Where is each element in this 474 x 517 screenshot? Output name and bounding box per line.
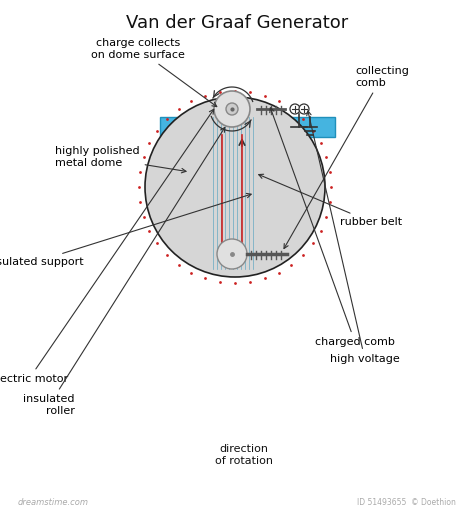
Circle shape — [290, 104, 300, 114]
Text: ID 51493655  © Doethion: ID 51493655 © Doethion — [357, 498, 456, 507]
Bar — [209, 117, 255, 269]
Text: highly polished
metal dome: highly polished metal dome — [55, 146, 186, 173]
Circle shape — [226, 103, 238, 115]
Circle shape — [299, 104, 309, 114]
Text: dreamstime.com: dreamstime.com — [18, 498, 89, 507]
Text: charge collects
on dome surface: charge collects on dome surface — [91, 38, 217, 107]
Text: direction
of rotation: direction of rotation — [215, 444, 273, 466]
Circle shape — [145, 97, 325, 277]
Text: high voltage: high voltage — [307, 111, 400, 364]
Text: insulated support: insulated support — [0, 193, 251, 267]
Circle shape — [217, 239, 247, 269]
Circle shape — [214, 91, 250, 127]
Text: electric motor: electric motor — [0, 109, 214, 384]
Text: charged comb: charged comb — [270, 108, 395, 347]
Text: collecting
comb: collecting comb — [284, 66, 409, 249]
Text: rubber belt: rubber belt — [259, 174, 402, 227]
Bar — [160, 117, 335, 137]
Text: insulated
roller: insulated roller — [24, 127, 225, 416]
Text: Van der Graaf Generator: Van der Graaf Generator — [126, 14, 348, 32]
